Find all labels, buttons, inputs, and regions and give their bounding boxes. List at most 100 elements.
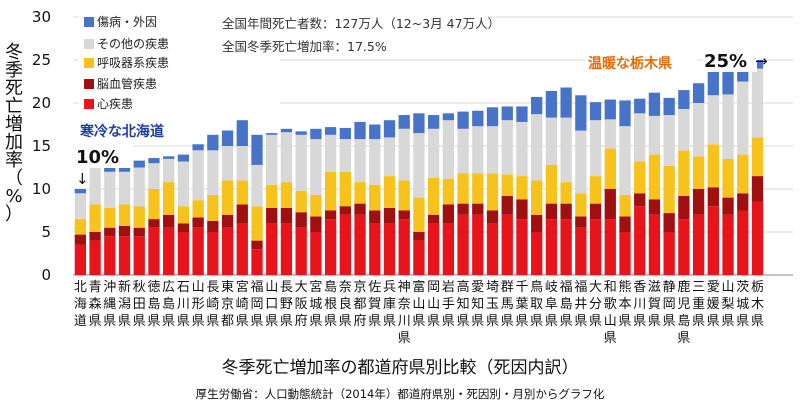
bar-segment-山口県-傷病・外因 [266,133,278,135]
bar-segment-山形県-その他の疾患 [192,150,204,201]
y-axis-label-char: 冬 [5,42,23,63]
bar-segment-鳥取県-呼吸器系疾患 [531,180,543,215]
legend-label-cerebrovascular: 脳血管疾患 [97,76,157,91]
category-label: 三重県 [692,280,705,329]
hokkaido-arrow-icon: ↓ [76,170,89,188]
bar-segment-山梨県-傷病・外因 [722,72,734,95]
y-tick-label: 30 [32,8,51,26]
bar-segment-愛媛県-傷病・外因 [707,71,719,96]
bar-segment-滋賀県-心疾患 [648,214,661,275]
tochigi-arrow-icon: → [755,52,768,70]
bar-segment-東京都-その他の疾患 [221,146,234,181]
bar-segment-愛知県-脳血管疾患 [472,203,484,215]
bar-segment-島根県-傷病・外因 [324,127,337,135]
bar-segment-富山県-呼吸器系疾患 [413,197,425,232]
tochigi-value-label: 25% [704,51,747,72]
bar-segment-岩手県-その他の疾患 [442,120,455,179]
bar-segment-福岡県-脳血管疾患 [251,240,263,250]
bar-segment-島根県-脳血管疾患 [324,210,337,220]
category-label: 兵庫県 [383,280,396,329]
bar-segment-滋賀県-傷病・外因 [648,92,661,116]
bar-segment-新潟県-呼吸器系疾患 [118,204,131,226]
category-label: 秋田県 [133,280,146,329]
bar-segment-愛知県-呼吸器系疾患 [472,173,484,204]
warm-value-background [703,48,757,72]
bar-segment-三重県-心疾患 [692,214,705,275]
bar-segment-福岡県-呼吸器系疾患 [251,206,263,241]
category-label: 徳島県 [147,280,160,329]
bar-segment-群馬県-心疾患 [501,214,513,275]
category-label: 岐阜県 [545,280,558,329]
bar-segment-山口県-その他の疾患 [266,134,278,185]
bar-segment-京都府-その他の疾患 [354,139,366,183]
bar-segment-岡山県-呼吸器系疾患 [427,177,440,215]
category-label: 山形県 [192,280,205,329]
bar-segment-静岡県-傷病・外因 [663,97,675,116]
bar-segment-群馬県-呼吸器系疾患 [501,174,513,196]
bar-segment-徳島県-その他の疾患 [148,163,160,189]
bar-segment-高知県-傷病・外因 [457,111,469,129]
bar-segment-佐賀県-脳血管疾患 [369,210,381,224]
y-axis-label-char: 率 [5,150,23,171]
bar-segment-鹿児島県-脳血管疾患 [678,195,690,220]
bar-segment-福島県-傷病・外因 [560,87,572,118]
bar-segment-三重県-その他の疾患 [692,103,705,157]
category-label: 群馬県 [501,280,514,329]
bar-segment-京都府-心疾患 [354,214,366,275]
bar-segment-高知県-心疾患 [457,214,469,275]
bar-segment-山梨県-呼吸器系疾患 [722,158,734,198]
category-label: 茨城県 [736,280,749,329]
bar-segment-山梨県-脳血管疾患 [722,197,734,215]
bar-segment-沖縄県-傷病・外因 [104,167,116,172]
bar-segment-岩手県-脳血管疾患 [442,204,455,224]
y-tick-labels: 0 5 10 15 20 25 30 [32,8,51,284]
y-axis-label-char: 死 [5,78,23,99]
bar-segment-山形県-呼吸器系疾患 [192,200,204,218]
bar-segment-石川県-脳血管疾患 [177,223,190,232]
y-tick-label: 10 [32,180,51,198]
legend-label-heart: 心疾患 [97,96,133,111]
bar-segment-高知県-脳血管疾患 [457,203,469,215]
bar-segment-鳥取県-脳血管疾患 [531,214,543,232]
bar-segment-兵庫県-脳血管疾患 [383,207,396,224]
bar-segment-栃木県-脳血管疾患 [751,176,764,202]
bar-segment-埼玉県-心疾患 [486,223,499,275]
bar-segment-東京都-傷病・外因 [221,130,234,146]
category-label: 大阪府 [295,280,308,329]
bar-segment-高知県-呼吸器系疾患 [457,173,469,204]
category-label: 北海道 [74,280,87,329]
category-label: 石川県 [177,280,190,329]
category-label: 長野県 [280,280,293,329]
bar-segment-熊本県-脳血管疾患 [619,216,631,232]
category-label: 広島県 [162,280,175,329]
bar-segment-京都府-脳血管疾患 [354,203,366,215]
bar-segment-北海道-心疾患 [74,244,87,275]
bar-segment-千葉県-心疾患 [516,219,528,275]
bar-segment-香川県-心疾患 [634,206,646,275]
y-axis-label-char: 季 [5,60,23,81]
bar-segment-宮崎県-心疾患 [236,223,248,275]
y-tick-label: 5 [41,223,51,241]
bar-segment-京都府-呼吸器系疾患 [354,182,366,204]
bar-segment-広島県-脳血管疾患 [163,214,175,228]
bar-segment-静岡県-呼吸器系疾患 [663,165,675,214]
bar-segment-沖縄県-脳血管疾患 [104,227,116,237]
bar-segment-青森県-その他の疾患 [89,167,101,205]
x-category-labels: 北海道青森県沖縄県新潟県秋田県徳島県広島県石川県山形県長崎県東京都宮崎県福岡県山… [74,279,764,346]
category-label: 静岡県 [663,280,676,329]
bar-segment-長崎県-呼吸器系疾患 [207,195,219,221]
bar-segment-鹿児島県-その他の疾患 [678,109,690,151]
bar-segment-福岡県-その他の疾患 [251,164,263,207]
y-axis-label-char: 亡 [5,96,23,117]
bar-segment-鳥取県-傷病・外因 [531,96,543,115]
y-axis-label-char: 加 [5,132,23,153]
bar-segment-鹿児島県-呼吸器系疾患 [678,150,690,196]
bar-segment-福井県-脳血管疾患 [575,216,587,228]
category-label: 東京都 [221,279,234,329]
bar-segment-秋田県-その他の疾患 [133,167,145,207]
legend-swatch-heart [84,99,94,109]
bar-segment-山口県-呼吸器系疾患 [266,184,278,208]
bar-segment-茨城県-呼吸器系疾患 [737,154,749,194]
bar-segment-東京都-心疾患 [221,227,234,275]
category-label: 青森県 [89,280,102,329]
